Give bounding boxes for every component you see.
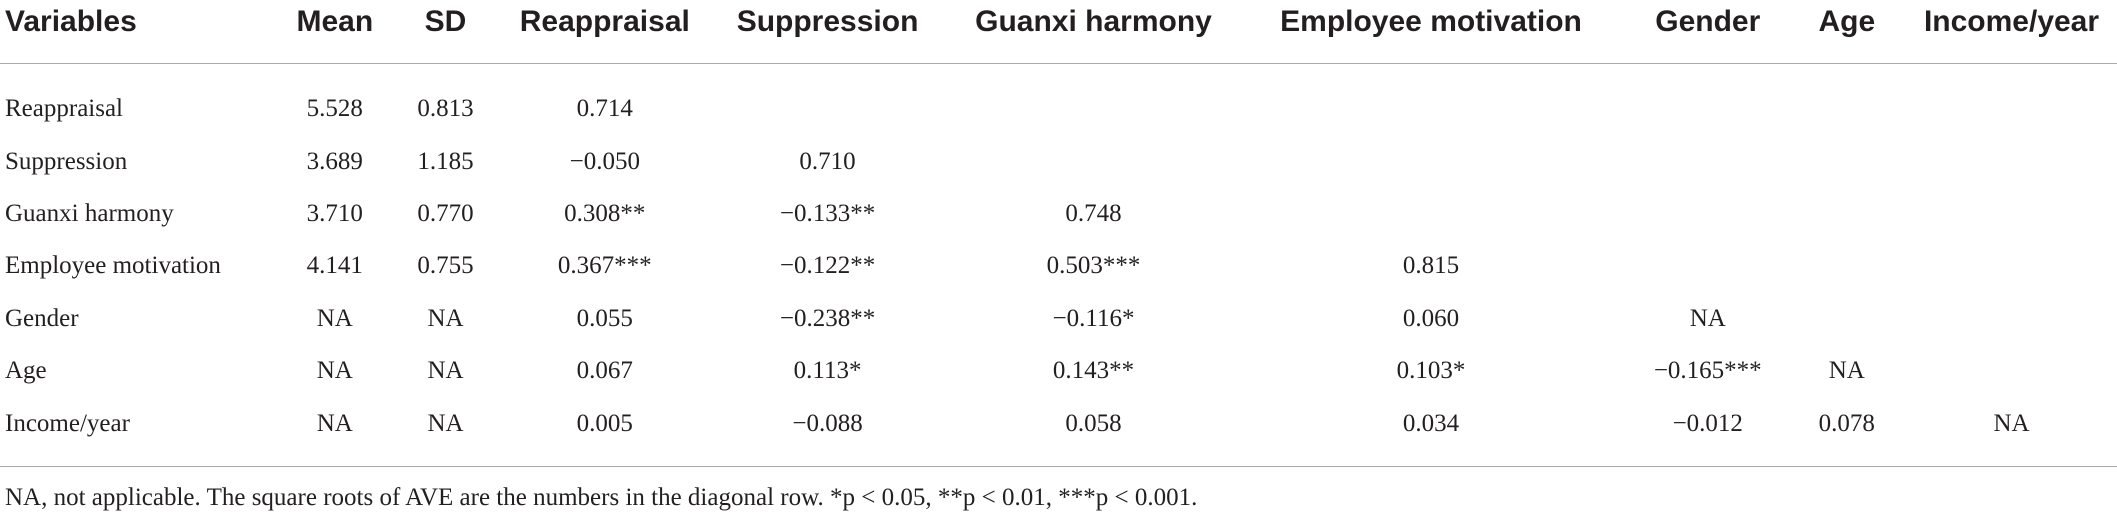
table-cell: 0.813 [417,95,474,123]
table-cell: 0.055 [576,304,633,332]
table-cell: 0.078 [1818,409,1875,437]
table-cell: 0.060 [1402,304,1460,332]
table-cell: 0.748 [1065,200,1122,228]
table-cell: NA [427,357,464,385]
table-cell: 0.714 [576,95,633,123]
table-cell: 3.710 [306,200,363,228]
table-cell: −0.116* [1052,304,1135,332]
table-cell: 0.113* [793,357,862,385]
column-header: Employee motivation [1280,5,1582,38]
table-cell: −0.122** [779,252,876,280]
table-cell: 0.503*** [1046,252,1141,280]
row-label: Suppression [5,147,128,175]
table-cell: −0.165*** [1653,357,1762,385]
table-cell: −0.050 [569,147,640,175]
table-cell: NA [316,357,353,385]
row-label: Employee motivation [5,252,221,280]
table-cell: 4.141 [306,252,363,280]
column-header: Suppression [736,5,919,38]
table-cell: −0.133** [779,200,876,228]
table-cell: NA [1993,409,2030,437]
row-label: Income/year [5,409,130,437]
table-cell: 0.143** [1052,357,1135,385]
column-header: Gender [1655,5,1761,38]
column-header: Income/year [1923,5,2100,38]
table-cell: 0.058 [1065,409,1122,437]
table-cell: NA [1828,357,1865,385]
column-header: Guanxi harmony [975,5,1212,38]
bottom-rule [0,466,2117,467]
table-cell: NA [316,304,353,332]
column-header: Reappraisal [519,5,690,38]
row-label: Age [5,357,47,385]
table-cell: NA [427,304,464,332]
table-cell: 0.815 [1402,252,1460,280]
table-cell: −0.012 [1672,409,1743,437]
table-cell: −0.238** [779,304,876,332]
row-label: Guanxi harmony [5,200,174,228]
table-cell: 0.103* [1396,357,1466,385]
column-header: Mean [296,5,374,38]
row-label: Reappraisal [5,95,124,123]
table-cell: 0.308** [564,200,646,228]
table-cell: 5.528 [306,95,363,123]
row-label: Gender [5,304,79,332]
table-cell: 0.770 [417,200,474,228]
table-cell: 0.755 [417,252,474,280]
table-cell: 0.067 [576,357,633,385]
table-cell: 0.034 [1402,409,1460,437]
column-header: Age [1818,5,1876,38]
table-cell: NA [316,409,353,437]
header-rule [0,63,2117,64]
column-header: Variables [5,5,137,38]
table-cell: 0.005 [576,409,633,437]
footnote: NA, not applicable. The square roots of … [5,484,1198,511]
table-cell: 0.710 [799,147,856,175]
table-cell: 1.185 [417,147,474,175]
table-cell: NA [427,409,464,437]
column-header: SD [424,5,467,38]
table-cell: −0.088 [792,409,863,437]
table-cell: 3.689 [306,147,363,175]
table-cell: 0.367*** [557,252,652,280]
table-cell: NA [1689,304,1726,332]
